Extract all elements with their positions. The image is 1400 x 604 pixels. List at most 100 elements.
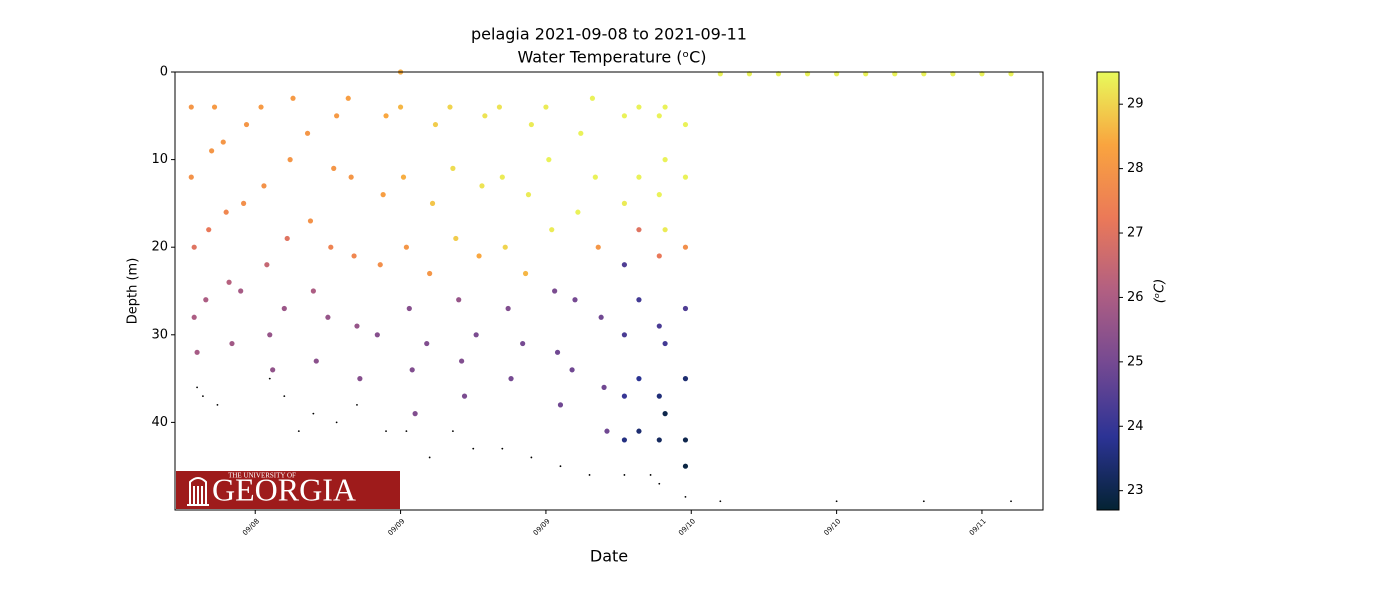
point	[656, 393, 662, 399]
nodata-point	[335, 421, 338, 424]
point	[578, 130, 584, 136]
point	[604, 428, 610, 434]
nodata-point	[835, 500, 838, 503]
y-tick-label: 20	[151, 240, 168, 255]
colorbar-tick-label: 25	[1127, 354, 1144, 369]
point	[656, 323, 662, 329]
point	[403, 244, 409, 250]
nodata-point	[472, 447, 475, 450]
point	[621, 393, 628, 399]
point	[621, 200, 628, 206]
colorbar-label: (ᵒC)	[1153, 279, 1168, 304]
point	[310, 288, 316, 294]
nodata-point	[312, 412, 315, 415]
point	[482, 113, 488, 119]
nodata-point	[385, 430, 387, 433]
point	[525, 192, 532, 198]
point	[243, 121, 250, 128]
point	[429, 200, 436, 206]
point	[575, 209, 581, 215]
y-tick-label: 30	[151, 327, 168, 342]
point	[476, 253, 482, 259]
nodata-point	[588, 474, 591, 476]
point	[374, 332, 380, 338]
point	[502, 244, 508, 250]
colorbar-tick-label: 27	[1127, 226, 1144, 241]
point	[589, 95, 596, 101]
point	[290, 95, 296, 101]
plot-frame	[174, 71, 1044, 511]
point	[357, 376, 363, 382]
y-tick-label: 10	[151, 152, 168, 167]
nodata-point	[297, 430, 300, 433]
point	[459, 358, 465, 364]
point	[226, 279, 232, 285]
point	[473, 332, 479, 338]
chart-title: pelagia 2021-09-08 to 2021-09-11	[471, 25, 747, 44]
point	[621, 262, 628, 268]
nodata-point	[202, 395, 204, 398]
point	[412, 411, 418, 417]
y-tick-label: 0	[160, 65, 168, 80]
point	[662, 340, 668, 347]
chart-subtitle: Water Temperature (ᵒC)	[517, 48, 706, 67]
point	[656, 253, 662, 259]
point	[656, 437, 662, 443]
point	[549, 227, 555, 233]
point	[406, 305, 412, 312]
x-tick-label: 09/08	[241, 517, 261, 537]
point	[220, 139, 226, 145]
point	[496, 104, 503, 110]
point	[447, 104, 453, 110]
point	[554, 349, 561, 355]
point	[682, 305, 689, 312]
point	[569, 367, 575, 373]
colorbar-tick-label: 26	[1127, 290, 1144, 305]
nodata-point	[196, 386, 198, 389]
point	[456, 297, 462, 303]
point	[520, 340, 526, 347]
point	[528, 121, 534, 128]
nodata-point	[658, 482, 661, 485]
point	[281, 305, 287, 312]
x-tick-label: 09/09	[532, 517, 552, 537]
x-tick-label: 09/09	[386, 517, 406, 537]
point	[636, 297, 642, 303]
point	[397, 104, 404, 110]
colorbar-tick-label: 23	[1127, 483, 1144, 498]
point	[636, 227, 642, 233]
nodata-point	[559, 465, 562, 468]
point	[229, 340, 235, 347]
point	[682, 244, 689, 250]
point	[453, 235, 459, 242]
point	[304, 130, 311, 136]
point	[211, 104, 218, 110]
point	[383, 113, 389, 119]
point	[682, 376, 689, 382]
logo-arch	[187, 477, 209, 506]
point	[479, 183, 485, 189]
point	[400, 174, 407, 180]
point	[331, 165, 337, 171]
point	[380, 192, 386, 198]
x-axis-label: Date	[590, 547, 628, 566]
point	[662, 227, 668, 233]
point	[313, 358, 319, 364]
x-tick-label: 09/10	[677, 517, 697, 537]
point	[348, 174, 354, 180]
point	[682, 121, 689, 128]
point	[450, 165, 456, 171]
point	[662, 157, 668, 163]
logo: THE UNIVERSITY OF GEORGIA	[176, 471, 400, 509]
nodata-point	[922, 500, 925, 503]
point	[287, 157, 293, 163]
point	[238, 288, 244, 294]
point	[203, 297, 209, 303]
point	[328, 244, 334, 250]
nodata-point	[684, 495, 687, 498]
point	[508, 376, 514, 382]
point	[191, 314, 197, 320]
point	[354, 323, 360, 329]
logo-bg	[176, 471, 400, 509]
point	[241, 200, 247, 206]
